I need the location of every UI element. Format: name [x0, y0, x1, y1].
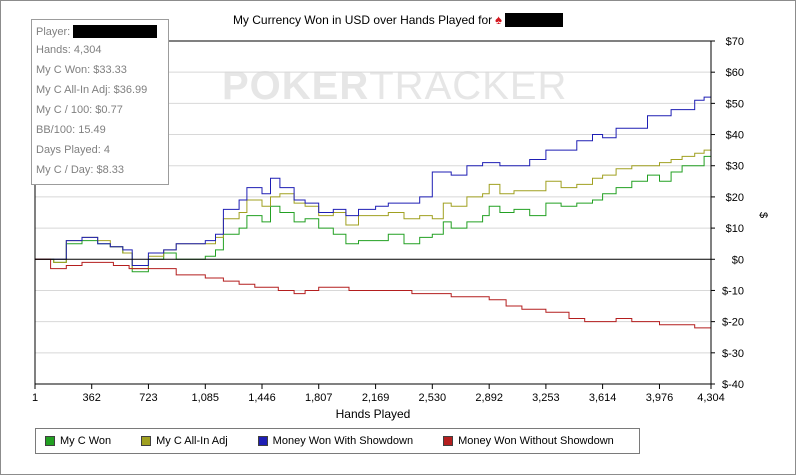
- legend-swatch-showdown: [257, 436, 268, 446]
- x-tick-label: 2,169: [362, 392, 390, 404]
- watermark-part1: POKER: [222, 64, 370, 108]
- legend-item-my-c-won: My C Won: [36, 435, 111, 447]
- x-tick-label: 1,807: [305, 392, 333, 404]
- player-row: Player:: [36, 23, 168, 40]
- x-tick-label: 1: [32, 392, 38, 404]
- chart-title-text: My Currency Won in USD over Hands Played…: [232, 12, 493, 27]
- y-tick-label: $40: [726, 130, 744, 142]
- watermark-part2: TRACKER: [369, 64, 568, 108]
- stat-my-c-won: My C Won: $33.33: [36, 64, 127, 76]
- legend-label-no-showdown: Money Won Without Showdown: [458, 435, 614, 447]
- redacted-player-name: [73, 25, 158, 38]
- y-tick-label: $0: [732, 254, 744, 266]
- tick-labels: $70 $60 $50 $40 $30 $20 $10 $0 $-10 $-20 $-30 $-40 1…: [32, 36, 744, 404]
- x-tick-label: 2,530: [419, 392, 447, 404]
- legend-item-no-showdown: Money Won Without Showdown: [413, 435, 614, 447]
- legend-swatch-no-showdown: [443, 436, 454, 446]
- x-tick-label: 1,085: [192, 392, 220, 404]
- stat-hands: Hands: 4,304: [36, 44, 102, 56]
- x-axis-label: Hands Played: [336, 407, 411, 421]
- stat-my-c-per-day: My C / Day: $8.33: [36, 164, 125, 176]
- chart-legend: My C Won My C All-In Adj Money Won With …: [35, 428, 640, 454]
- series-line-2: [35, 90, 712, 266]
- spade-icon: ♠: [495, 12, 503, 27]
- x-tick-label: 362: [83, 392, 101, 404]
- legend-swatch-my-c-all-in-adj: [141, 436, 152, 446]
- y-tick-label: $70: [726, 36, 744, 48]
- y-tick-label: $30: [726, 161, 744, 173]
- y-tick-label: $-30: [722, 348, 744, 360]
- legend-item-showdown: Money Won With Showdown: [228, 435, 413, 447]
- legend-swatch-my-c-won: [45, 436, 55, 446]
- legend-label-showdown: Money Won With Showdown: [272, 435, 414, 447]
- chart-title: My Currency Won in USD over Hands Played…: [0, 12, 796, 27]
- player-label: Player:: [36, 25, 71, 38]
- y-tick-label: $-40: [722, 379, 744, 391]
- y-tick-label: $20: [726, 192, 744, 204]
- redacted-player-name: [505, 12, 564, 27]
- x-tick-label: 3,976: [646, 392, 674, 404]
- y-tick-label: $10: [726, 223, 744, 235]
- x-tick-label: 3,614: [589, 392, 617, 404]
- stat-days-played: Days Played: 4: [36, 144, 110, 156]
- x-tick-label: 2,892: [475, 392, 503, 404]
- legend-item-my-c-all-in-adj: My C All-In Adj: [111, 435, 228, 447]
- series-line-1: [35, 143, 712, 270]
- y-axis-label: $: [757, 212, 769, 218]
- y-tick-label: $60: [726, 67, 744, 79]
- pokertracker-watermark: POKERTRACKER: [222, 64, 567, 109]
- x-tick-label: 1,446: [248, 392, 276, 404]
- legend-label-my-c-won: My C Won: [60, 435, 112, 447]
- series-line-3: [35, 258, 712, 329]
- x-tick-label: 723: [139, 392, 157, 404]
- y-tick-label: $-20: [722, 317, 744, 329]
- stat-my-c-all-in-adj: My C All-In Adj: $36.99: [36, 84, 148, 96]
- stat-bb-per-100: BB/100: 15.49: [36, 124, 106, 136]
- stat-my-c-per-100: My C / 100: $0.77: [36, 104, 123, 116]
- y-tick-label: $50: [726, 98, 744, 110]
- y-tick-label: $-10: [722, 285, 744, 297]
- x-tick-label: 3,253: [532, 392, 560, 404]
- x-tick-label: 4,304: [697, 392, 725, 404]
- legend-label-my-c-all-in-adj: My C All-In Adj: [156, 435, 228, 447]
- player-stats-box: Player: Hands: 4,304 My C Won: $33.33 My…: [31, 19, 169, 185]
